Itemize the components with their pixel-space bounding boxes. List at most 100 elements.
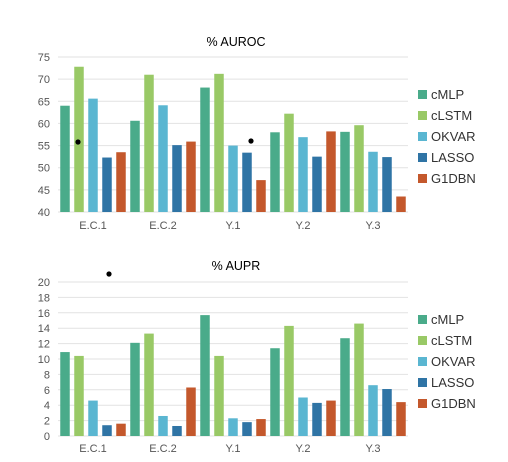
x-tick-label: Y.2 bbox=[295, 443, 310, 455]
bar-g1dbn bbox=[116, 424, 126, 436]
bar-g1dbn bbox=[256, 180, 266, 212]
legend-label-clstm: cLSTM bbox=[431, 333, 472, 348]
bar-g1dbn bbox=[326, 401, 336, 436]
legend-swatch-okvar bbox=[418, 132, 427, 141]
y-tick-label: 55 bbox=[38, 141, 50, 153]
legend-swatch-cmlp bbox=[418, 90, 427, 99]
y-tick-label: 65 bbox=[38, 96, 50, 108]
bar-g1dbn bbox=[186, 387, 196, 436]
bar-lasso bbox=[242, 422, 252, 436]
bar-g1dbn bbox=[256, 419, 266, 436]
y-tick-label: 6 bbox=[44, 385, 50, 397]
bar-cmlp bbox=[270, 132, 280, 212]
bar-g1dbn bbox=[186, 142, 196, 212]
bar-clstm bbox=[354, 125, 364, 212]
bar-clstm bbox=[144, 75, 154, 212]
legend-label-lasso: LASSO bbox=[431, 375, 474, 390]
bar-okvar bbox=[88, 401, 98, 436]
bar-okvar bbox=[228, 146, 238, 212]
x-tick-label: Y.1 bbox=[225, 220, 240, 232]
bar-clstm bbox=[144, 334, 154, 436]
bar-g1dbn bbox=[396, 402, 406, 436]
legend-label-cmlp: cMLP bbox=[431, 87, 464, 102]
marker-dot bbox=[248, 138, 253, 143]
legend-swatch-okvar bbox=[418, 357, 427, 366]
marker-dot bbox=[106, 271, 111, 276]
bar-clstm bbox=[74, 356, 84, 436]
bar-g1dbn bbox=[396, 197, 406, 213]
bar-cmlp bbox=[200, 88, 210, 212]
bar-g1dbn bbox=[116, 152, 126, 212]
bar-clstm bbox=[74, 67, 84, 212]
bar-lasso bbox=[172, 426, 182, 436]
bar-cmlp bbox=[60, 352, 70, 436]
aupr-title: % AUPR bbox=[212, 259, 261, 273]
legend-swatch-lasso bbox=[418, 153, 427, 162]
bar-lasso bbox=[312, 157, 322, 212]
bar-okvar bbox=[298, 137, 308, 212]
bar-clstm bbox=[284, 114, 294, 212]
auroc-panel: % AUROC 40 45 50 55 60 65 70 75 E.C.1 E.C.2 Y.1 Y.2… bbox=[38, 35, 476, 232]
y-tick-label: 40 bbox=[38, 207, 50, 219]
bar-g1dbn bbox=[326, 131, 336, 212]
bar-cmlp bbox=[340, 132, 350, 212]
y-tick-label: 60 bbox=[38, 118, 50, 130]
y-tick-label: 12 bbox=[38, 339, 50, 351]
bar-lasso bbox=[382, 389, 392, 436]
bar-cmlp bbox=[340, 338, 350, 436]
legend-swatch-clstm bbox=[418, 336, 427, 345]
x-tick-label: E.C.2 bbox=[149, 220, 177, 232]
legend-label-g1dbn: G1DBN bbox=[431, 171, 476, 186]
legend-swatch-cmlp bbox=[418, 315, 427, 324]
legend-label-okvar: OKVAR bbox=[431, 354, 476, 369]
bar-okvar bbox=[368, 152, 378, 212]
legend-label-okvar: OKVAR bbox=[431, 129, 476, 144]
bar-cmlp bbox=[270, 348, 280, 436]
legend-label-lasso: LASSO bbox=[431, 150, 474, 165]
bar-clstm bbox=[284, 326, 294, 436]
x-tick-label: Y.2 bbox=[295, 220, 310, 232]
bar-lasso bbox=[102, 158, 112, 212]
y-tick-label: 20 bbox=[38, 277, 50, 289]
y-tick-label: 45 bbox=[38, 185, 50, 197]
bar-lasso bbox=[312, 403, 322, 436]
y-tick-label: 4 bbox=[44, 400, 50, 412]
y-tick-label: 75 bbox=[38, 52, 50, 64]
legend-swatch-clstm bbox=[418, 111, 427, 120]
legend-label-cmlp: cMLP bbox=[431, 312, 464, 327]
y-tick-label: 14 bbox=[38, 323, 50, 335]
bar-cmlp bbox=[130, 343, 140, 436]
x-tick-label: Y.3 bbox=[365, 220, 380, 232]
x-tick-label: E.C.1 bbox=[79, 220, 107, 232]
bar-cmlp bbox=[60, 106, 70, 212]
x-tick-label: Y.3 bbox=[365, 443, 380, 455]
bar-cmlp bbox=[200, 315, 210, 436]
y-tick-label: 16 bbox=[38, 308, 50, 320]
marker-dot bbox=[75, 139, 80, 144]
bar-okvar bbox=[298, 398, 308, 437]
bar-okvar bbox=[88, 99, 98, 212]
bar-okvar bbox=[158, 105, 168, 212]
bar-lasso bbox=[242, 153, 252, 212]
auroc-title: % AUROC bbox=[206, 35, 265, 49]
legend-swatch-lasso bbox=[418, 378, 427, 387]
legend-swatch-g1dbn bbox=[418, 399, 427, 408]
legend-swatch-g1dbn bbox=[418, 174, 427, 183]
y-tick-label: 2 bbox=[44, 416, 50, 428]
bar-okvar bbox=[368, 385, 378, 436]
legend-label-clstm: cLSTM bbox=[431, 108, 472, 123]
bar-okvar bbox=[158, 416, 168, 436]
y-tick-label: 10 bbox=[38, 354, 50, 366]
bar-clstm bbox=[214, 356, 224, 436]
legend-label-g1dbn: G1DBN bbox=[431, 396, 476, 411]
y-tick-label: 18 bbox=[38, 292, 50, 304]
x-tick-label: Y.1 bbox=[225, 443, 240, 455]
bar-lasso bbox=[172, 145, 182, 212]
aupr-panel: % AUPR 0 2 4 6 8 10 12 14 16 18 20 E.C.1 E.C.2 Y.1 Y.2… bbox=[38, 259, 476, 455]
bar-lasso bbox=[382, 157, 392, 212]
bar-clstm bbox=[354, 324, 364, 436]
x-tick-label: E.C.2 bbox=[149, 443, 177, 455]
y-tick-label: 0 bbox=[44, 431, 50, 443]
